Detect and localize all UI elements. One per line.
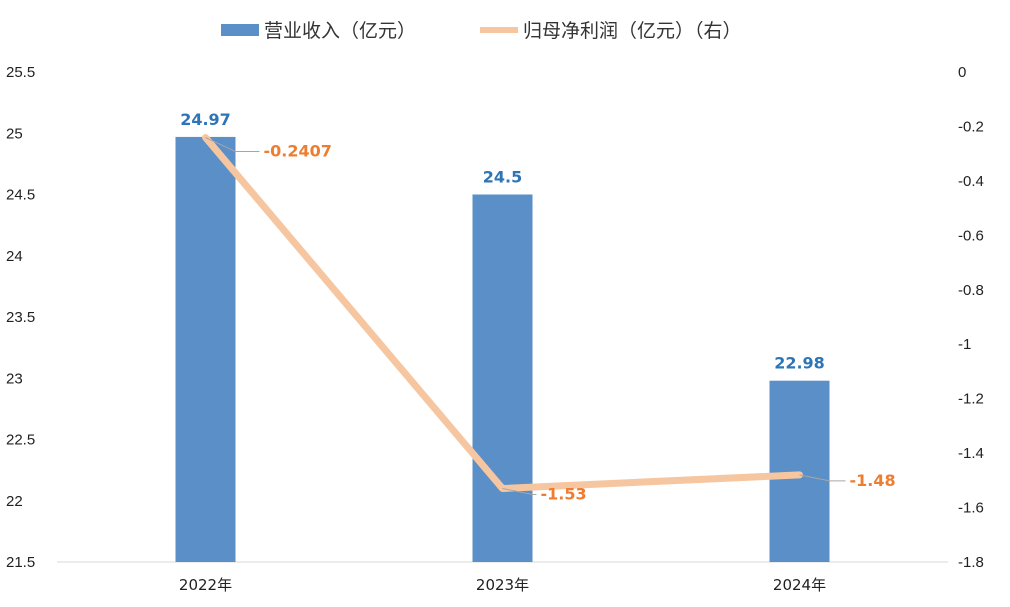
line-data-label: -0.2407 bbox=[264, 142, 332, 161]
legend: 营业收入（亿元） 归母净利润（亿元）（右） bbox=[221, 20, 742, 42]
right-axis-tick: -0.6 bbox=[958, 227, 984, 244]
left-axis-tick: 22 bbox=[6, 493, 23, 510]
legend-line-label: 归母净利润（亿元）（右） bbox=[523, 20, 742, 42]
right-axis-tick: -1 bbox=[958, 336, 971, 353]
left-axis-tick: 23 bbox=[6, 370, 23, 387]
line-data-label: -1.53 bbox=[541, 485, 587, 504]
left-axis-tick: 25 bbox=[6, 125, 23, 142]
legend-bar-swatch bbox=[221, 24, 259, 36]
right-axis-tick: -0.4 bbox=[958, 173, 984, 190]
right-axis-tick: -1.4 bbox=[958, 445, 984, 462]
leader-line bbox=[502, 488, 537, 495]
right-axis-tick: -1.2 bbox=[958, 391, 984, 408]
right-axis-tick: -0.8 bbox=[958, 282, 984, 299]
bar bbox=[175, 136, 236, 563]
right-axis-tick: -1.6 bbox=[958, 500, 984, 517]
right-axis-tick: 0 bbox=[958, 64, 966, 81]
left-axis-tick: 23.5 bbox=[6, 309, 35, 326]
bar-data-label: 24.97 bbox=[180, 110, 231, 129]
x-axis-category: 2024年 bbox=[773, 576, 826, 594]
left-axis-tick: 25.5 bbox=[6, 64, 35, 81]
bar-data-label: 22.98 bbox=[774, 354, 825, 373]
left-axis-tick: 24 bbox=[6, 248, 23, 265]
right-axis-tick: -1.8 bbox=[958, 554, 984, 571]
line-series bbox=[202, 134, 846, 495]
left-axis-tick: 21.5 bbox=[6, 554, 35, 571]
leader-line bbox=[799, 474, 846, 482]
x-axis-category: 2023年 bbox=[476, 576, 529, 594]
line-data-label: -1.48 bbox=[850, 471, 896, 490]
data-labels: 24.97 24.5 22.98 -0.2407 -1.53 -1.48 bbox=[180, 110, 895, 504]
left-axis-tick: 24.5 bbox=[6, 187, 35, 204]
bars bbox=[175, 136, 830, 563]
axes: 21.5 22 22.5 23 23.5 24 24.5 25 25.5 -1.8 -1.6 -1.4… bbox=[6, 64, 984, 594]
left-axis-tick: 22.5 bbox=[6, 432, 35, 449]
leader-line bbox=[205, 137, 260, 153]
bar-data-label: 24.5 bbox=[483, 168, 522, 187]
x-axis-category: 2022年 bbox=[179, 576, 232, 594]
bar bbox=[769, 380, 830, 562]
bar bbox=[472, 194, 533, 562]
right-axis-tick: -0.2 bbox=[958, 118, 984, 135]
legend-line-swatch bbox=[480, 27, 518, 33]
legend-bar-label: 营业收入（亿元） bbox=[264, 20, 416, 42]
